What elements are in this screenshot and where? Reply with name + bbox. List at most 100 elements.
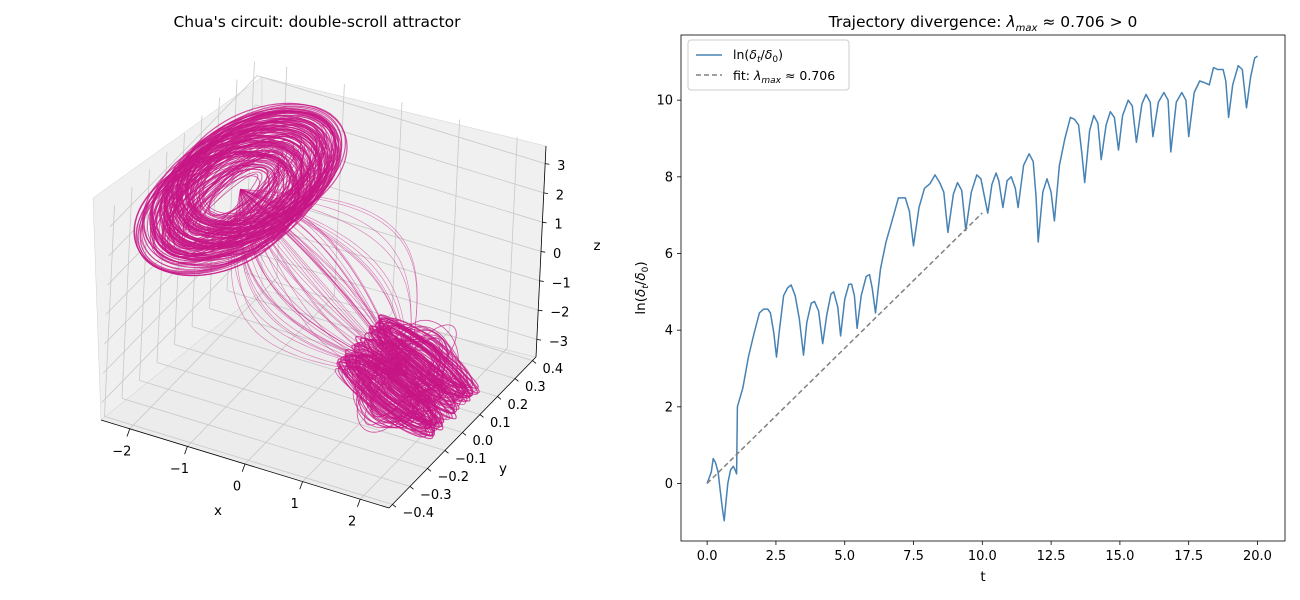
scroll-orbit (179, 103, 347, 229)
ticks-3d: −2 −1 0 1 2 −0.4 −0.3 −0.2 −0.1 0.0 0.1 0.2 0.3 0.4 −3… (112, 159, 571, 530)
y-tick-label: 6 (665, 247, 673, 262)
legend-box (687, 39, 850, 91)
scroll-orbit (153, 144, 303, 260)
tick-label-3d: −1 (170, 462, 189, 477)
scroll-orbit (348, 355, 439, 426)
grid-line (248, 251, 537, 340)
y-tick-label: 2 (665, 400, 673, 415)
tick-label-3d: −2 (550, 306, 569, 321)
scroll-orbit (195, 153, 280, 231)
tick-label-3d: 2 (348, 515, 356, 530)
tick-mark-3d (543, 192, 549, 194)
grid-line (257, 75, 546, 164)
tick-mark-3d (545, 163, 550, 165)
tick-mark-3d (299, 481, 303, 490)
divergence-title: Trajectory divergence: λmax ≈ 0.706 > 0 (828, 13, 1138, 34)
divergence-line (706, 55, 1258, 522)
grid-line (250, 221, 539, 311)
scroll-orbit (340, 356, 435, 437)
legend-label-divergence: ln(δt/δ0) (733, 47, 783, 65)
scroll-orbit (158, 125, 326, 250)
attractor-z-label: z (593, 238, 600, 254)
tick-label-3d: 3 (557, 159, 565, 174)
tick-label-3d: 0.1 (490, 416, 511, 431)
x-tick-label: 2.5 (766, 549, 787, 564)
scroll-orbit (189, 124, 318, 227)
tick-mark-3d (241, 463, 246, 472)
scroll-orbit (176, 118, 328, 235)
x-tick-label: 20.0 (1243, 549, 1272, 564)
scroll-orbit (139, 155, 294, 273)
series-layer (706, 55, 1258, 522)
scroll-orbit (377, 314, 480, 394)
grid-line (121, 398, 411, 487)
tick-label-3d: 0.4 (543, 362, 564, 377)
tick-mark-3d (514, 378, 519, 382)
tick-mark-3d (462, 432, 467, 436)
scroll-orbit (368, 325, 471, 402)
divergence-panel: Trajectory divergence: λmax ≈ 0.706 > 0 … (633, 13, 1286, 585)
tick-mark-3d (357, 499, 361, 508)
y-tick-label: 0 (665, 477, 673, 492)
scroll-orbit (367, 338, 456, 406)
scroll-orbit (381, 321, 467, 396)
tick-mark-3d (427, 468, 432, 472)
tick-mark-3d (540, 251, 546, 253)
tick-label-3d: −3 (549, 335, 568, 350)
scroll-orbit (363, 338, 456, 409)
tick-mark-3d (536, 339, 542, 341)
tick-label-3d: −0.3 (420, 488, 452, 503)
tick-mark-3d (538, 309, 543, 312)
attractor-3d-panel: Chua's circuit: double-scroll attractor … (92, 13, 601, 530)
tick-label-3d: −1 (552, 276, 571, 291)
x-tick-label: 17.5 (1174, 549, 1203, 564)
scroll-orbit (356, 342, 455, 415)
tick-mark-3d (184, 446, 188, 455)
tick-label-3d: −0.1 (455, 452, 487, 467)
divergence-y-label: ln(δt/δ0) (633, 261, 651, 314)
scroll-orbit (166, 125, 322, 245)
grid-line (139, 380, 428, 469)
tick-label-3d: 0.2 (508, 398, 529, 413)
scroll-orbit (378, 314, 479, 395)
tick-mark-3d (539, 280, 544, 282)
divergence-ticks: 0.0 2.5 5.0 7.5 10.0 12.5 15.0 17.5 20.0 0 2 4 6 8 10 (656, 94, 1272, 564)
legend: ln(δt/δ0) fit: λmax ≈ 0.706 (687, 39, 850, 91)
x-tick-label: 5.0 (834, 549, 855, 564)
legend-label-fit: fit: λmax ≈ 0.706 (733, 68, 835, 86)
fit-line (706, 212, 983, 485)
tick-label-3d: 2 (556, 188, 564, 203)
scroll-orbit (166, 163, 275, 255)
attractor-y-label: y (499, 461, 507, 477)
tick-label-3d: −2 (112, 444, 131, 459)
scroll-orbit (187, 151, 285, 236)
tick-label-3d: 0 (233, 480, 241, 495)
scroll-orbit (187, 129, 313, 230)
attractor-title: Chua's circuit: double-scroll attractor (173, 13, 461, 31)
tick-label-3d: 0 (553, 247, 561, 262)
tick-label-3d: 1 (554, 218, 562, 233)
tick-mark-3d (542, 221, 547, 224)
scroll-orbit (133, 150, 300, 277)
tick-mark-3d (126, 428, 131, 437)
x-tick-label: 12.5 (1037, 549, 1066, 564)
tick-label-3d: 0.0 (473, 434, 494, 449)
scroll-orbit (135, 151, 300, 275)
scroll-orbit (160, 121, 329, 248)
tick-mark-3d (409, 486, 414, 490)
scroll-orbit (380, 317, 479, 389)
scroll-orbit (176, 166, 270, 248)
plot-frame (680, 34, 1286, 542)
y-tick-label: 4 (665, 324, 673, 339)
divergence-x-label: t (980, 569, 985, 585)
tick-label-3d: −0.4 (403, 506, 435, 521)
x-tick-label: 7.5 (903, 549, 924, 564)
y-tick-label: 10 (656, 94, 673, 109)
attractor-x-label: x (214, 503, 222, 519)
tick-mark-3d (392, 504, 397, 508)
y-tick-label: 8 (665, 170, 673, 185)
tick-mark-3d (479, 414, 484, 418)
tick-label-3d: 0.3 (525, 380, 546, 395)
tick-label-3d: −0.2 (438, 470, 470, 485)
